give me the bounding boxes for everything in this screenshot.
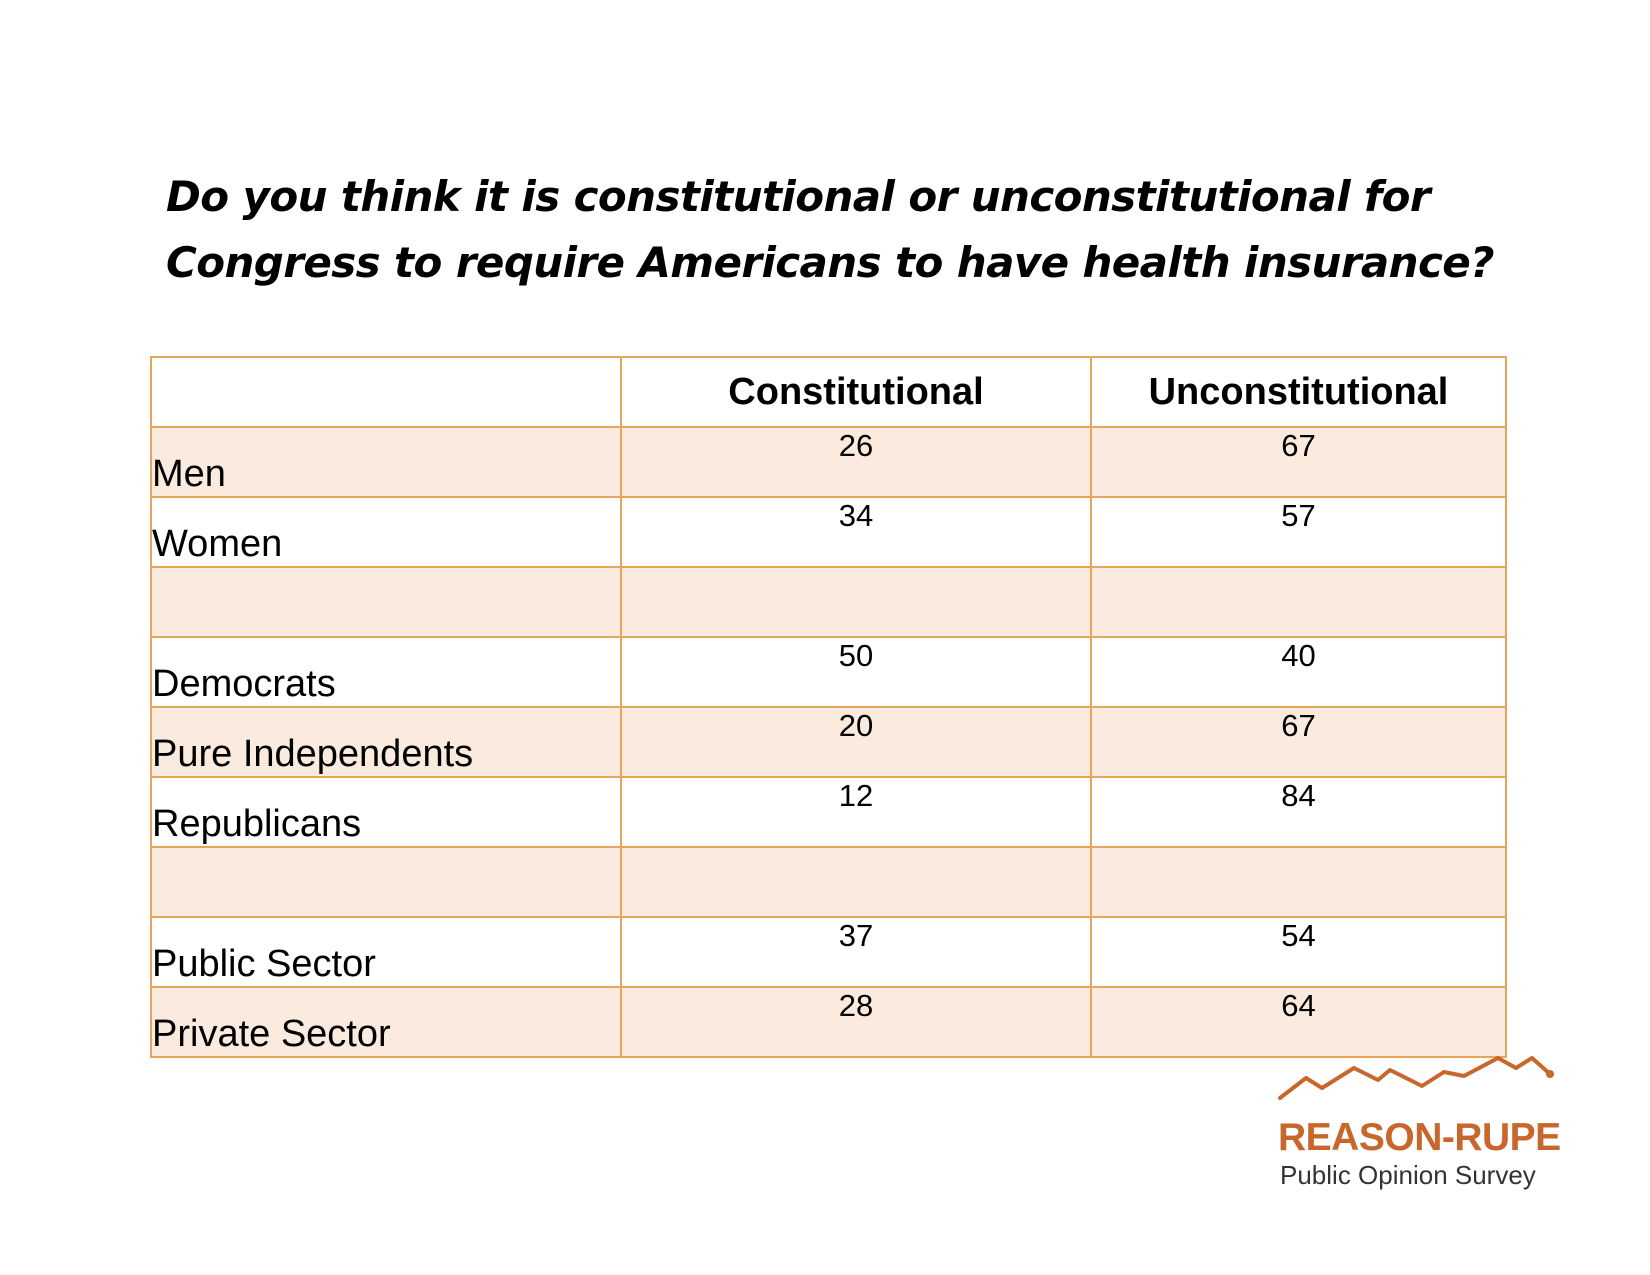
table-row: Men 26 67 <box>150 426 1507 498</box>
logo <box>1278 1052 1558 1112</box>
table-header-constitutional: Constitutional <box>620 356 1092 428</box>
results-table: Constitutional Unconstitutional Men 26 67 W… <box>150 356 1507 1058</box>
constitutional-value: 26 <box>620 426 1092 498</box>
table-row: Public Sector 37 54 <box>150 916 1507 988</box>
row-label: Men <box>150 426 622 498</box>
table-row <box>150 846 1507 918</box>
row-label <box>150 846 622 918</box>
table-row: Private Sector 28 64 <box>150 986 1507 1058</box>
unconstitutional-value: 84 <box>1090 776 1507 848</box>
table-row: Women 34 57 <box>150 496 1507 568</box>
chart-title-line-1: Do you think it is constitutional or unc… <box>166 172 1431 221</box>
constitutional-value: 28 <box>620 986 1092 1058</box>
constitutional-value <box>620 566 1092 638</box>
logo-tagline: Public Opinion Survey <box>1280 1160 1536 1190</box>
chart-title-line-2: Congress to require Americans to have he… <box>166 238 1495 287</box>
mountain-line-icon <box>1278 1056 1554 1100</box>
row-label: Private Sector <box>150 986 622 1058</box>
table-header-unconstitutional: Unconstitutional <box>1090 356 1507 428</box>
row-label: Women <box>150 496 622 568</box>
unconstitutional-value: 64 <box>1090 986 1507 1058</box>
row-label <box>150 566 622 638</box>
chart-title: Do you think it is constitutional or unc… <box>166 164 1496 296</box>
unconstitutional-value: 67 <box>1090 706 1507 778</box>
row-label: Pure Independents <box>150 706 622 778</box>
constitutional-value: 50 <box>620 636 1092 708</box>
constitutional-value: 12 <box>620 776 1092 848</box>
unconstitutional-value: 67 <box>1090 426 1507 498</box>
logo-brand-name: REASON-RUPE <box>1278 1116 1561 1159</box>
constitutional-value: 34 <box>620 496 1092 568</box>
constitutional-value <box>620 846 1092 918</box>
row-label: Public Sector <box>150 916 622 988</box>
unconstitutional-value <box>1090 566 1507 638</box>
table-row: Pure Independents 20 67 <box>150 706 1507 778</box>
unconstitutional-value: 57 <box>1090 496 1507 568</box>
row-label: Democrats <box>150 636 622 708</box>
unconstitutional-value: 54 <box>1090 916 1507 988</box>
unconstitutional-value <box>1090 846 1507 918</box>
table-body: Men 26 67 Women 34 57 Democrats 50 40 Pure Indepe… <box>150 426 1507 1058</box>
table-header-row: Constitutional Unconstitutional <box>150 356 1507 428</box>
constitutional-value: 37 <box>620 916 1092 988</box>
table-row: Republicans 12 84 <box>150 776 1507 848</box>
unconstitutional-value: 40 <box>1090 636 1507 708</box>
constitutional-value: 20 <box>620 706 1092 778</box>
row-label: Republicans <box>150 776 622 848</box>
table-row: Democrats 50 40 <box>150 636 1507 708</box>
table-row <box>150 566 1507 638</box>
table-header-blank <box>150 356 622 428</box>
